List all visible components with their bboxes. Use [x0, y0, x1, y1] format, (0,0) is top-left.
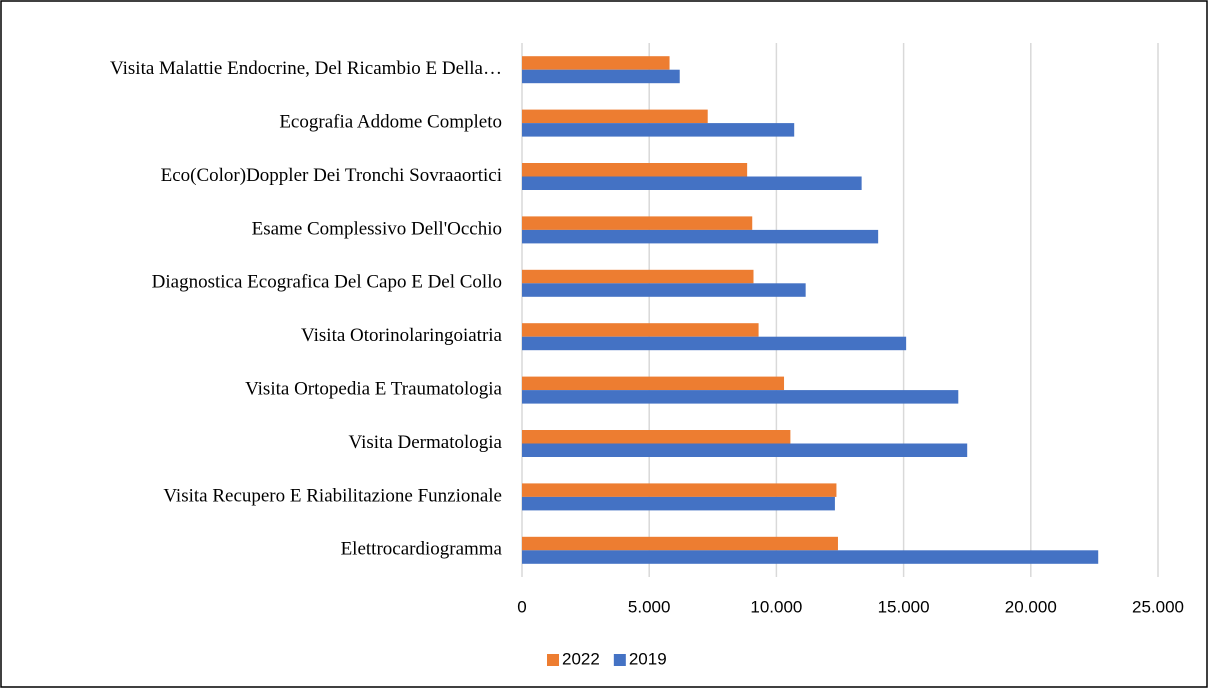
bar	[522, 483, 837, 497]
y-tick-label: Visita Malattie Endocrine, Del Ricambio …	[110, 58, 502, 79]
legend-swatch	[547, 654, 559, 666]
bar	[522, 269, 754, 284]
bar	[522, 323, 759, 337]
x-tick-label: 20.000	[1005, 597, 1057, 616]
legend-label: 2019	[629, 649, 667, 668]
bar	[522, 443, 968, 457]
bar	[522, 56, 670, 70]
legend-swatch	[613, 654, 626, 666]
y-tick-label: Visita Otorinolaringoiatria	[301, 325, 503, 346]
y-tick-label: Visita Dermatologia	[349, 432, 503, 453]
x-tick-label: 10.000	[750, 597, 802, 616]
bar	[522, 496, 835, 511]
bar	[522, 176, 862, 190]
legend-label: 2022	[562, 649, 600, 668]
bar	[522, 550, 1099, 564]
y-tick-label: Diagnostica Ecografica Del Capo E Del Co…	[152, 272, 502, 293]
y-tick-label: Visita Ortopedia E Traumatologia	[245, 378, 502, 399]
bar	[522, 390, 959, 404]
bar	[522, 109, 708, 124]
x-tick-label: 0	[517, 597, 526, 616]
bar	[522, 376, 785, 391]
bar	[522, 283, 806, 297]
bar	[522, 536, 838, 551]
bar	[522, 336, 907, 351]
y-tick-label: Elettrocardiogramma	[341, 539, 503, 560]
bar	[522, 229, 879, 244]
bar	[522, 123, 795, 137]
x-tick-label: 25.000	[1132, 597, 1184, 616]
y-tick-label: Eco(Color)Doppler Dei Tronchi Sovraaorti…	[161, 165, 502, 186]
y-tick-label: Esame Complessivo Dell'Occhio	[252, 218, 502, 239]
x-tick-label: 15.000	[878, 597, 930, 616]
bar	[522, 69, 680, 84]
y-tick-label: Visita Recupero E Riabilitazione Funzion…	[163, 485, 502, 506]
y-tick-label: Ecografia Addome Completo	[279, 111, 502, 132]
bar	[522, 430, 791, 444]
x-tick-label: 5.000	[628, 597, 671, 616]
bar	[522, 216, 753, 230]
bar	[522, 163, 748, 177]
